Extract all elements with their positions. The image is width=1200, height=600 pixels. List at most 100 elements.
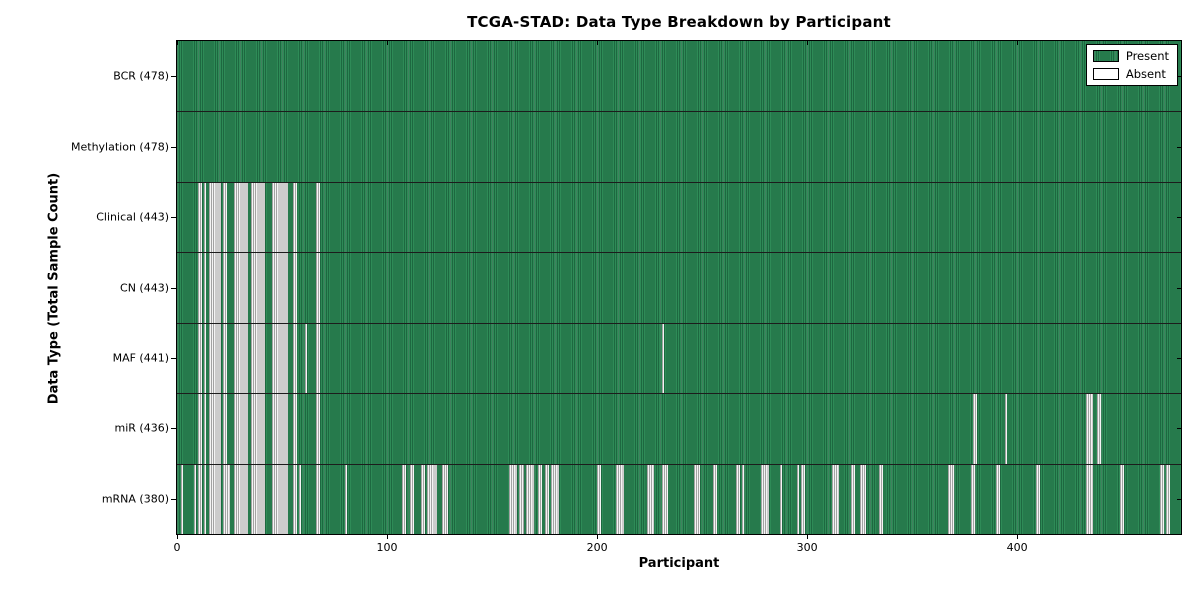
absent-stripe — [292, 182, 297, 253]
absent-stripe — [233, 323, 249, 394]
absent-stripe — [208, 323, 222, 394]
row-mrna — [177, 463, 1181, 534]
absent-stripe — [223, 182, 228, 253]
absent-stripe — [851, 464, 856, 534]
absent-stripe — [271, 182, 289, 253]
absent-stripe — [198, 182, 203, 253]
absent-stripe — [292, 323, 297, 394]
absent-stripe — [208, 464, 222, 534]
row-clinical — [177, 181, 1181, 253]
absent-stripe — [550, 464, 560, 534]
x-tick-label: 0 — [173, 541, 181, 554]
y-axis-label: Data Type (Total Sample Count) — [46, 172, 62, 405]
absent-stripe — [208, 394, 222, 464]
absent-stripe — [223, 394, 228, 464]
absent-stripe — [305, 323, 308, 394]
y-tick-mark — [171, 146, 176, 148]
row-mir — [177, 393, 1181, 464]
rows-container — [177, 41, 1181, 534]
y-tick-mark — [171, 428, 176, 430]
absent-stripe — [441, 464, 448, 534]
row-maf — [177, 322, 1181, 394]
x-tick-mark — [597, 534, 599, 539]
absent-stripe — [345, 464, 348, 534]
absent-stripe — [250, 464, 266, 534]
absent-stripe — [1166, 464, 1171, 534]
absent-stripe — [597, 464, 602, 534]
y-tick-label-maf: MAF (441) — [112, 351, 169, 365]
absent-stripe — [1086, 464, 1093, 534]
absent-stripe — [970, 464, 976, 534]
absent-stripe — [204, 394, 207, 464]
absent-stripe — [832, 464, 839, 534]
chart-title: TCGA-STAD: Data Type Breakdown by Partic… — [467, 13, 891, 31]
absent-stripe — [208, 253, 222, 323]
absent-stripe — [292, 464, 297, 534]
x-tick-mark — [597, 41, 599, 45]
y-tick-mark — [1177, 287, 1181, 289]
absent-stripe — [947, 464, 955, 534]
y-tick-label-cn: CN (443) — [120, 281, 169, 294]
absent-stripe — [426, 464, 438, 534]
absent-stripe — [996, 464, 1001, 534]
absent-stripe — [198, 323, 203, 394]
x-tick-label: 100 — [376, 541, 398, 554]
x-tick-label: 300 — [796, 541, 818, 554]
absent-stripe — [1159, 464, 1165, 534]
absent-stripe — [315, 323, 320, 394]
absent-stripe — [315, 464, 320, 534]
absent-stripe — [181, 464, 184, 534]
present-swatch — [1092, 50, 1119, 62]
absent-stripe — [315, 394, 320, 464]
absent-stripe — [198, 464, 203, 534]
absent-stripe — [204, 182, 207, 253]
absent-stripe — [233, 464, 249, 534]
x-tick-mark — [807, 41, 809, 45]
legend-label: Absent — [1125, 67, 1166, 81]
absent-stripe — [1036, 464, 1041, 534]
legend-item-present: Present — [1092, 49, 1169, 63]
x-tick-mark — [387, 41, 389, 45]
absent-stripe — [298, 464, 301, 534]
absent-stripe — [779, 464, 782, 534]
y-tick-mark — [171, 498, 176, 500]
absent-stripe — [859, 464, 866, 534]
y-tick-mark — [1177, 76, 1181, 78]
absent-stripe — [250, 323, 266, 394]
y-tick-mark — [1177, 498, 1181, 500]
absent-stripe — [250, 182, 266, 253]
x-tick-mark — [387, 534, 389, 539]
absent-stripe — [519, 464, 524, 534]
absent-stripe — [204, 464, 207, 534]
absent-stripe — [662, 464, 669, 534]
y-tick-mark — [171, 357, 176, 359]
y-tick-mark — [1177, 146, 1181, 148]
absent-stripe — [223, 464, 230, 534]
legend-item-absent: Absent — [1092, 67, 1169, 81]
y-tick-label-mir: miR (436) — [114, 421, 170, 435]
absent-stripe — [1120, 464, 1125, 534]
absent-stripe — [271, 464, 289, 534]
x-tick-mark — [177, 41, 178, 45]
y-tick-mark — [171, 76, 176, 78]
absent-stripe — [233, 394, 249, 464]
absent-stripe — [525, 464, 535, 534]
plot-area: BCR (478) Methylation (478) Clinical (443)… — [71, 40, 1182, 554]
absent-stripe — [1086, 394, 1093, 464]
x-axis-label: Participant — [638, 556, 720, 571]
row-cn — [177, 252, 1181, 323]
y-tick-label-clinical: Clinical (443) — [96, 210, 169, 224]
x-tick-mark — [1017, 534, 1019, 539]
x-tick-mark — [177, 534, 178, 539]
y-tick-label-bcr: BCR (478) — [113, 69, 169, 83]
absent-stripe — [878, 464, 883, 534]
absent-stripe — [742, 464, 745, 534]
row-bcr — [177, 41, 1181, 112]
row-methylation — [177, 111, 1181, 182]
x-tick-mark — [807, 534, 809, 539]
absent-stripe — [410, 464, 415, 534]
absent-stripe — [292, 394, 297, 464]
y-tick-mark — [1177, 217, 1181, 219]
absent-stripe — [508, 464, 518, 534]
